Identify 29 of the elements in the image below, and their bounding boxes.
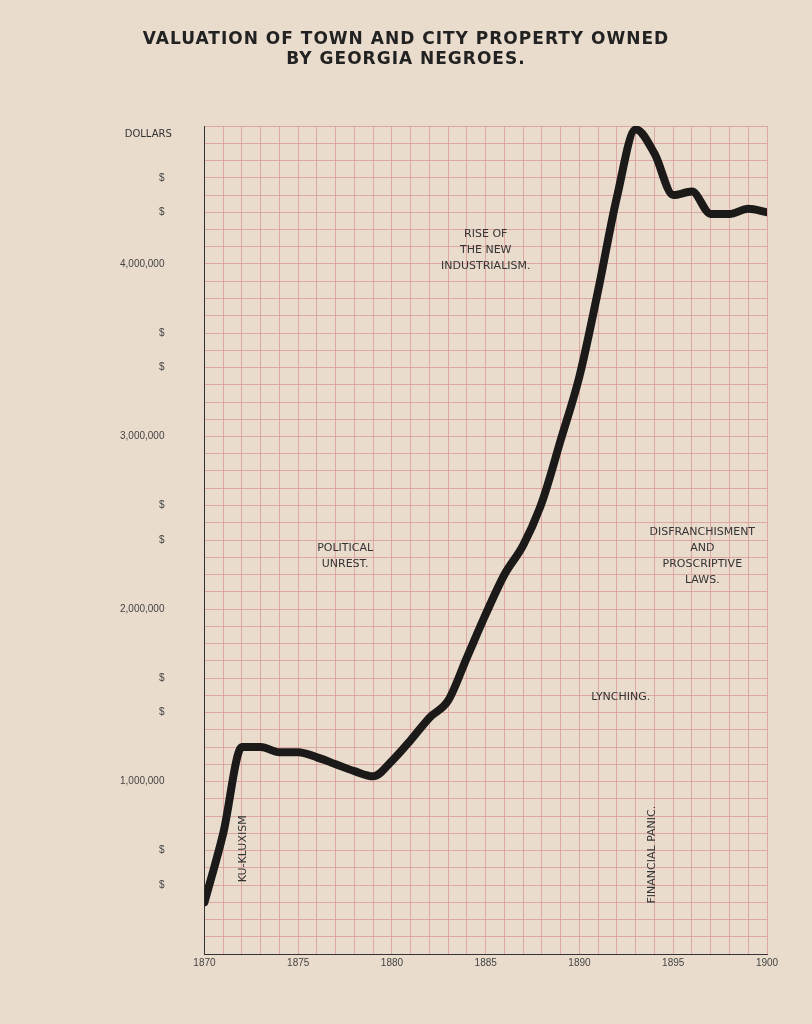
annotation: RISE OF THE NEW INDUSTRIALISM.	[441, 227, 531, 273]
x-tick-label: 1880	[380, 956, 404, 968]
x-tick-label: 1895	[662, 956, 685, 968]
annotation: POLITICAL UNREST.	[317, 541, 374, 571]
y-tick-label: $	[158, 844, 165, 856]
x-tick-label: 1885	[474, 956, 498, 968]
y-tick-label: $	[158, 499, 165, 511]
y-tick-label: 2,000,000	[119, 602, 165, 614]
x-tick-label: 1875	[287, 956, 310, 968]
x-tick-label: 1870	[193, 956, 217, 968]
annotation: FINANCIAL PANIC.	[644, 805, 658, 904]
y-tick-label: 4,000,000	[119, 257, 165, 269]
y-tick-label: $	[158, 361, 165, 373]
y-tick-label: $	[158, 706, 165, 718]
y-tick-label: $	[158, 671, 165, 683]
y-tick-label: $	[158, 878, 165, 890]
annotation: LYNCHING.	[591, 690, 651, 704]
y-tick-label: $	[158, 206, 165, 217]
y-axis-title: DOLLARS	[124, 127, 172, 139]
y-tick-label: $	[158, 171, 165, 183]
y-tick-label: 1,000,000	[119, 775, 165, 787]
y-tick-label: $	[158, 533, 165, 545]
y-tick-label: 3,000,000	[119, 430, 165, 442]
y-tick-label: $	[158, 326, 165, 338]
chart-title: VALUATION OF TOWN AND CITY PROPERTY OWNED BY GEORGIA NEGROES.	[141, 28, 671, 68]
annotation: DISFRANCHISMENT AND PROSCRIPTIVE LAWS.	[649, 525, 756, 587]
x-tick-label: 1900	[755, 956, 779, 968]
annotation: KU-KLUXISM	[236, 815, 250, 883]
x-tick-label: 1890	[568, 956, 592, 968]
